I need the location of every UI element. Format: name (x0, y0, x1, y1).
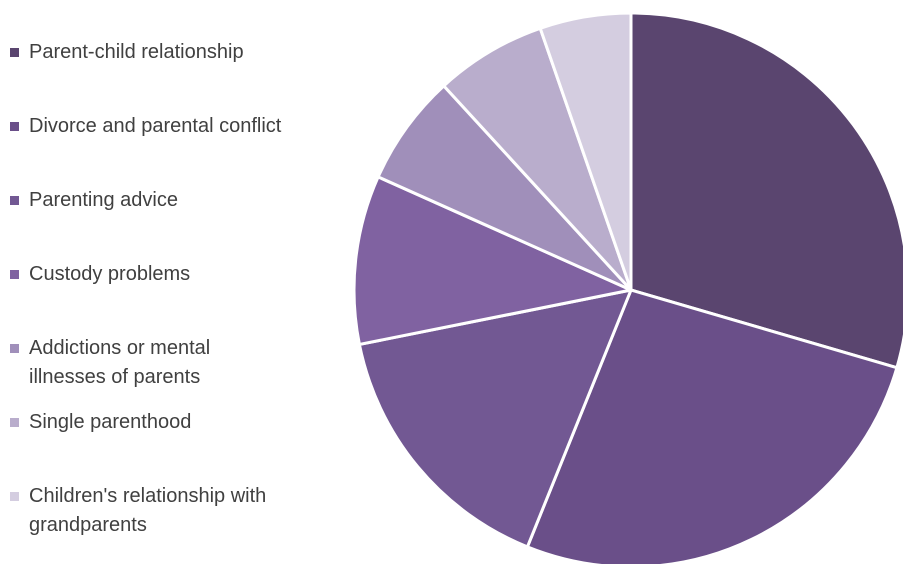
legend-swatch-parenting-advice (10, 196, 19, 205)
legend-item-addictions-or-mental-illnesses: Addictions or mental illnesses of parent… (10, 334, 210, 392)
chart-legend: Parent-child relationship Divorce and pa… (10, 0, 330, 564)
pie-slice-6 (538, 11, 633, 292)
pie-slice-0 (629, 11, 903, 370)
legend-label: Single parenthood (29, 411, 192, 433)
legend-item-divorce-and-parental-conflict: Divorce and parental conflict (10, 112, 281, 141)
legend-item-childrens-relationship-with-grandparents: Children's relationship with grandparent… (10, 482, 266, 540)
legend-label: Children's relationship with grandparent… (29, 485, 267, 536)
legend-label: Addictions or mental illnesses of parent… (29, 337, 211, 388)
legend-swatch-addictions-or-mental-illnesses (10, 344, 19, 353)
legend-label: Parent-child relationship (29, 41, 244, 63)
pie-slice-1 (525, 288, 899, 564)
legend-swatch-parent-child-relationship (10, 48, 19, 57)
pie-slice-4 (376, 84, 633, 292)
pie-slice-2 (357, 288, 633, 549)
pie-slice-5 (442, 26, 633, 292)
legend-item-parent-child-relationship: Parent-child relationship (10, 38, 244, 67)
legend-item-single-parenthood: Single parenthood (10, 408, 191, 437)
legend-swatch-single-parenthood (10, 418, 19, 427)
legend-swatch-childrens-relationship-with-grandparents (10, 492, 19, 501)
legend-swatch-divorce-and-parental-conflict (10, 122, 19, 131)
pie-slice-3 (352, 175, 633, 346)
legend-swatch-custody-problems (10, 270, 19, 279)
legend-label: Divorce and parental conflict (29, 115, 282, 137)
legend-label: Custody problems (29, 263, 191, 285)
legend-item-custody-problems: Custody problems (10, 260, 190, 289)
legend-label: Parenting advice (29, 189, 178, 211)
legend-item-parenting-advice: Parenting advice (10, 186, 178, 215)
